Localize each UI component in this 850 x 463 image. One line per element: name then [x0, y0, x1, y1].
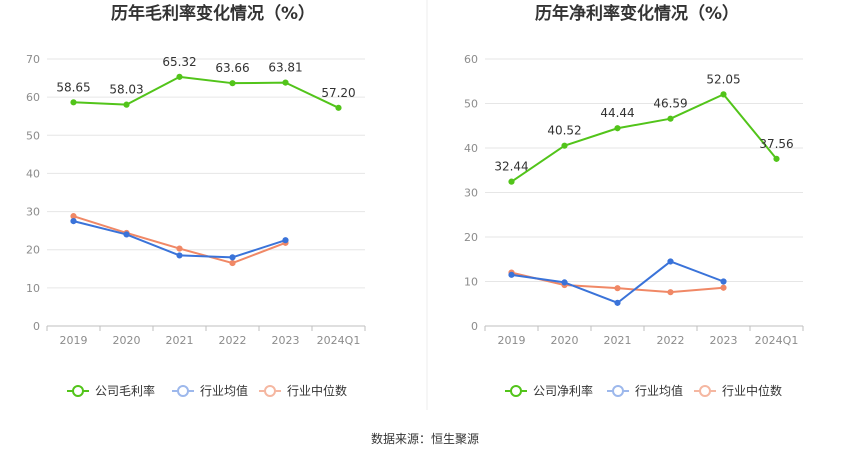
y-tick-label: 70 — [26, 53, 40, 66]
data-point-industry_avg[interactable] — [282, 237, 289, 244]
chart-title: 历年净利率变化情况（%） — [535, 3, 739, 24]
data-point-company[interactable] — [176, 73, 183, 80]
data-point-industry_avg[interactable] — [720, 278, 727, 285]
legend-item-industry_avg[interactable]: 行业均值 — [172, 383, 248, 398]
x-tick-label: 2022 — [219, 334, 247, 347]
data-label: 58.65 — [56, 80, 90, 94]
data-label: 40.52 — [547, 124, 581, 138]
x-tick-label: 2021 — [166, 334, 194, 347]
x-tick-label: 2023 — [710, 334, 738, 347]
x-tick-label: 2019 — [498, 334, 526, 347]
x-tick-label: 2020 — [551, 334, 579, 347]
legend-label: 行业中位数 — [287, 383, 347, 398]
legend-item-company[interactable]: 公司毛利率 — [67, 383, 155, 398]
y-tick-label: 40 — [464, 142, 478, 155]
data-point-industry_avg[interactable] — [123, 231, 130, 238]
data-source: 数据来源：恒生聚源 — [371, 431, 479, 446]
y-tick-label: 20 — [464, 231, 478, 244]
series-line-company — [510, 93, 778, 183]
chart-net-margin: 历年净利率变化情况（%） 0 10 20 30 40 50 60 2019 2020 2021 20… — [464, 3, 804, 398]
data-point-company[interactable] — [229, 80, 236, 87]
data-point-company[interactable] — [70, 99, 77, 106]
x-tick-label: 2020 — [113, 334, 141, 347]
y-tick-label: 10 — [464, 276, 478, 289]
data-label: 44.44 — [600, 106, 634, 120]
data-label: 37.56 — [759, 137, 793, 151]
data-point-industry_median[interactable] — [70, 213, 77, 220]
chart-gross-margin: 历年毛利率变化情况（%） 0 10 20 30 40 50 60 70 2019 2020 2021… — [26, 3, 366, 398]
data-label: 57.20 — [321, 86, 355, 100]
y-tick-label: 30 — [26, 206, 40, 219]
data-point-company[interactable] — [614, 125, 621, 132]
data-label: 63.81 — [268, 61, 302, 75]
data-point-company[interactable] — [508, 178, 515, 185]
legend-item-industry_avg[interactable]: 行业均值 — [607, 383, 683, 398]
legend-item-industry_median[interactable]: 行业中位数 — [259, 383, 347, 398]
data-point-industry_avg[interactable] — [70, 218, 77, 225]
data-label: 46.59 — [653, 97, 687, 111]
y-tick-label: 50 — [464, 98, 478, 111]
legend-swatch-marker — [264, 385, 276, 397]
legend-label: 公司毛利率 — [95, 383, 155, 398]
legend-item-company[interactable]: 公司净利率 — [505, 383, 593, 398]
data-point-industry_median[interactable] — [720, 284, 727, 291]
legend-swatch-marker — [699, 385, 711, 397]
x-tick-label: 2019 — [60, 334, 88, 347]
data-point-industry_median[interactable] — [176, 245, 183, 252]
x-tick-label: 2021 — [604, 334, 632, 347]
series-line-company — [73, 75, 339, 109]
data-point-company[interactable] — [282, 79, 289, 86]
data-point-industry_avg[interactable] — [176, 252, 183, 259]
y-tick-label: 50 — [26, 129, 40, 142]
data-point-company[interactable] — [335, 104, 342, 111]
data-label: 32.44 — [494, 160, 528, 174]
data-point-industry_avg[interactable] — [508, 271, 515, 278]
data-point-industry_avg[interactable] — [667, 258, 674, 265]
legend-swatch-marker — [177, 385, 189, 397]
x-tick-label: 2023 — [272, 334, 300, 347]
y-tick-label: 20 — [26, 244, 40, 257]
data-point-industry_avg[interactable] — [614, 299, 621, 306]
data-point-industry_median[interactable] — [614, 285, 621, 292]
legend-item-industry_median[interactable]: 行业中位数 — [694, 383, 782, 398]
data-point-company[interactable] — [561, 142, 568, 149]
y-tick-label: 60 — [464, 53, 478, 66]
data-label: 63.66 — [215, 61, 249, 75]
data-label: 65.32 — [162, 55, 196, 69]
y-tick-label: 0 — [33, 320, 40, 333]
y-tick-label: 40 — [26, 167, 40, 180]
legend-swatch-marker — [72, 385, 84, 397]
series-line-industry_avg — [511, 260, 724, 304]
legend-swatch-marker — [510, 385, 522, 397]
data-point-industry_median[interactable] — [667, 289, 674, 296]
data-point-company[interactable] — [123, 101, 130, 108]
x-tick-label: 2024Q1 — [755, 334, 799, 347]
legend-label: 行业均值 — [635, 383, 683, 398]
y-tick-label: 0 — [471, 320, 478, 333]
y-tick-label: 60 — [26, 91, 40, 104]
y-tick-label: 10 — [26, 282, 40, 295]
legend-label: 行业中位数 — [722, 383, 782, 398]
data-point-industry_avg[interactable] — [229, 254, 236, 261]
data-label: 52.05 — [706, 72, 740, 86]
legend-label: 公司净利率 — [533, 383, 593, 398]
legend-swatch-marker — [612, 385, 624, 397]
data-point-industry_avg[interactable] — [561, 279, 568, 286]
chart-title: 历年毛利率变化情况（%） — [111, 3, 315, 24]
data-point-company[interactable] — [773, 155, 780, 162]
legend-label: 行业均值 — [200, 383, 248, 398]
x-tick-label: 2022 — [657, 334, 685, 347]
data-point-company[interactable] — [720, 91, 727, 98]
x-tick-label: 2024Q1 — [317, 334, 361, 347]
data-point-company[interactable] — [667, 115, 674, 122]
y-tick-label: 30 — [464, 187, 478, 200]
data-point-industry_median[interactable] — [229, 259, 236, 267]
data-label: 58.03 — [109, 83, 143, 97]
